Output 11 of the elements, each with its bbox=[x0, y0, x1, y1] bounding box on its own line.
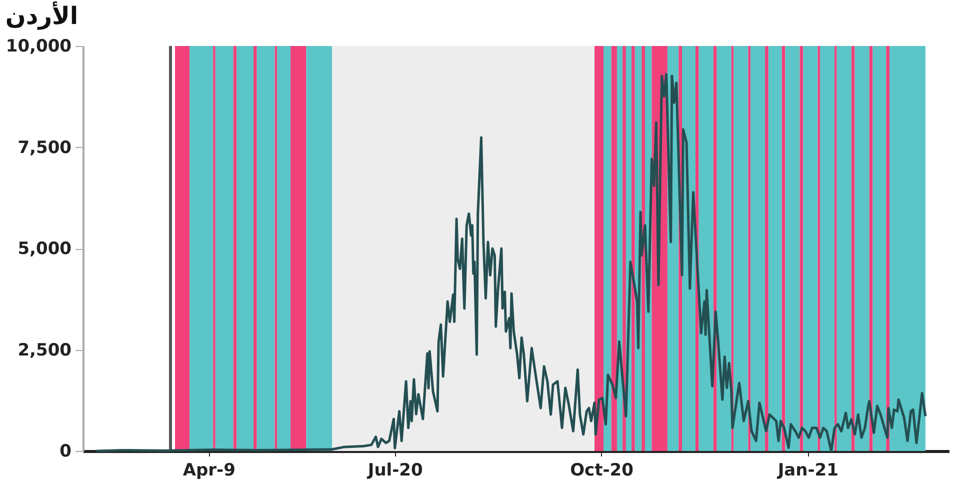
x-tick-label: Jul-20 bbox=[366, 460, 424, 480]
y-tick-label: 0 bbox=[60, 442, 72, 462]
chart-title: الأردن bbox=[5, 1, 78, 30]
y-tick-label: 5,000 bbox=[18, 239, 72, 259]
line-series bbox=[95, 73, 927, 452]
y-tick-label: 10,000 bbox=[6, 36, 72, 56]
x-tick-label: Oct-20 bbox=[570, 460, 634, 480]
y-tick-label: 2,500 bbox=[18, 340, 72, 360]
y-tick-label: 7,500 bbox=[18, 138, 72, 158]
x-tick-label: Jan-21 bbox=[776, 460, 838, 480]
x-tick-label: Apr-9 bbox=[182, 460, 236, 480]
